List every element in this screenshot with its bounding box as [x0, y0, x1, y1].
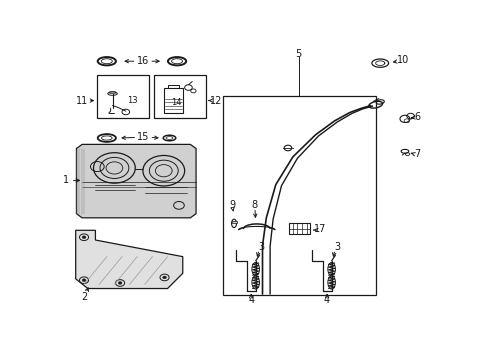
Text: 2: 2 — [82, 292, 88, 302]
Bar — [164, 88, 183, 113]
Text: 16: 16 — [137, 56, 149, 66]
Text: 1: 1 — [63, 175, 69, 185]
Text: 15: 15 — [137, 132, 149, 142]
Text: 6: 6 — [414, 112, 420, 122]
Text: 4: 4 — [324, 296, 330, 305]
Bar — [154, 75, 206, 118]
Text: 13: 13 — [127, 96, 138, 105]
Circle shape — [82, 236, 86, 239]
Bar — [222, 96, 376, 296]
Circle shape — [163, 276, 167, 279]
Text: 10: 10 — [397, 55, 409, 66]
Circle shape — [118, 282, 122, 284]
Polygon shape — [75, 230, 183, 288]
Bar — [232, 221, 237, 223]
Text: 9: 9 — [229, 201, 235, 210]
Text: 12: 12 — [210, 96, 222, 105]
Polygon shape — [76, 144, 196, 218]
Text: 17: 17 — [315, 225, 327, 234]
Text: 8: 8 — [252, 201, 258, 210]
Text: 3: 3 — [258, 243, 265, 252]
Text: 7: 7 — [414, 149, 420, 159]
Bar — [98, 75, 148, 118]
Text: 5: 5 — [295, 49, 302, 59]
Circle shape — [82, 279, 86, 282]
Text: 14: 14 — [172, 98, 182, 107]
Text: 11: 11 — [76, 96, 88, 105]
Text: 3: 3 — [334, 243, 341, 252]
Text: 4: 4 — [248, 296, 254, 305]
Bar — [289, 223, 310, 234]
